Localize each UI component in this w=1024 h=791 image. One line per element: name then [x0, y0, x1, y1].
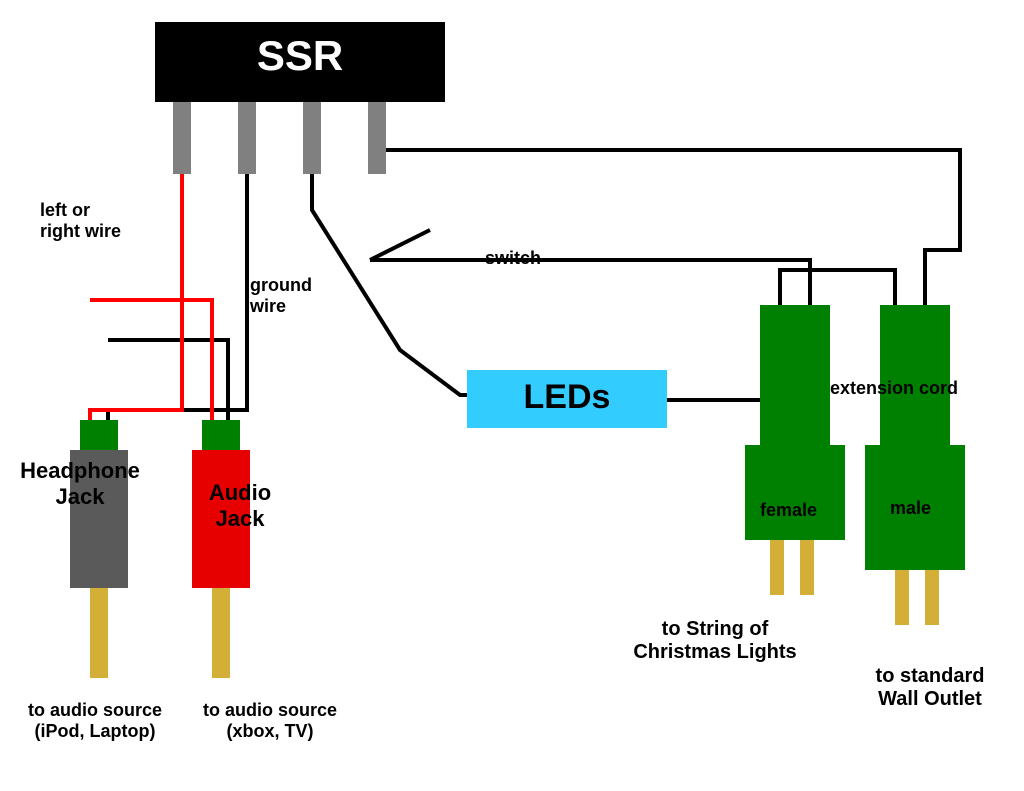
ground-wire-label: ground wire	[250, 275, 312, 317]
male-label: male	[890, 498, 931, 519]
ssr-pin-1	[173, 102, 191, 174]
female-plug-body	[745, 445, 845, 540]
female-plug-prong-2	[800, 540, 814, 595]
male-plug-top	[880, 305, 950, 445]
extension-cord-label: extension cord	[830, 378, 958, 399]
to-audio-xbox-label: to audio source (xbox, TV)	[180, 700, 360, 742]
ssr-pin-2	[238, 102, 256, 174]
to-audio-ipod-label: to audio source (iPod, Laptop)	[5, 700, 185, 742]
switch-label: switch	[485, 248, 541, 269]
to-outlet-label: to standard Wall Outlet	[840, 665, 1020, 711]
ssr-label: SSR	[155, 32, 445, 80]
male-plug-prong-2	[925, 570, 939, 625]
audio-jack-top	[202, 420, 240, 450]
to-string-label: to String of Christmas Lights	[595, 618, 835, 664]
headphone-jack-tip	[90, 588, 108, 678]
audio-jack-label: Audio Jack	[150, 480, 330, 532]
male-plug-prong-1	[895, 570, 909, 625]
leds-label: LEDs	[467, 378, 667, 417]
female-plug-prong-1	[770, 540, 784, 595]
left-right-wire-label: left or right wire	[40, 200, 121, 242]
ssr-pin-4	[368, 102, 386, 174]
headphone-jack-top	[80, 420, 118, 450]
ssr-pin-3	[303, 102, 321, 174]
female-plug-top	[760, 305, 830, 445]
female-label: female	[760, 500, 817, 521]
headphone-jack-label: Headphone Jack	[0, 458, 170, 510]
audio-jack-tip	[212, 588, 230, 678]
